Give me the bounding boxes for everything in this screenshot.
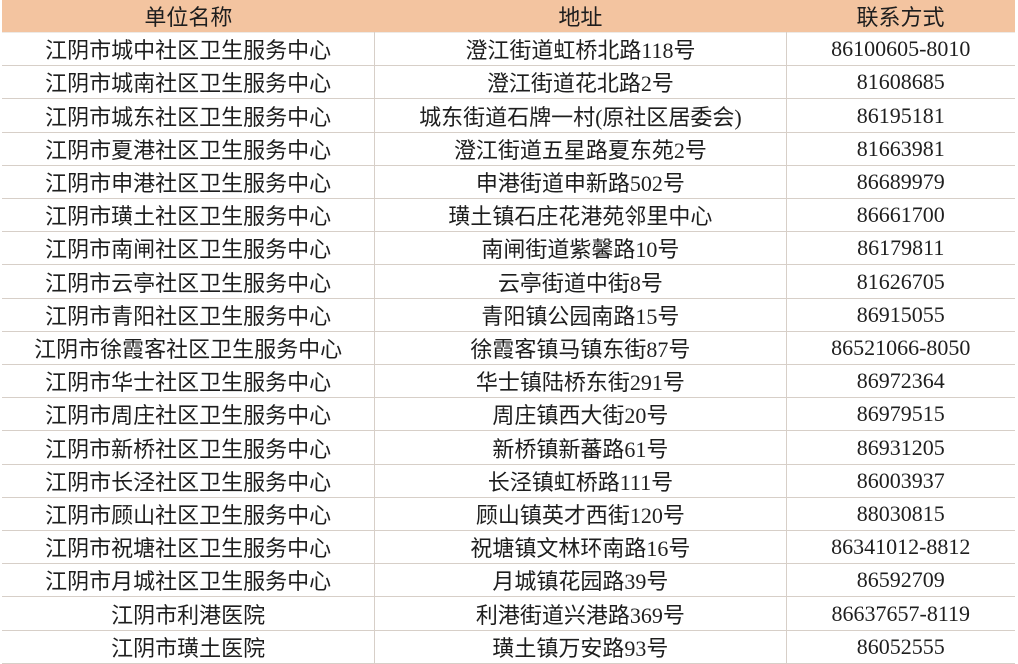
contact-cell: 86100605-8010 [786, 31, 1015, 67]
address-cell: 祝塘镇文林环南路16号 [374, 530, 787, 565]
table-row: 江阴市申港社区卫生服务中心 申港街道申新路502号 86689979 [2, 165, 1015, 200]
address-cell: 璜土镇万安路93号 [374, 630, 787, 664]
table-row: 江阴市华士社区卫生服务中心 华士镇陆桥东街291号 86972364 [2, 364, 1015, 399]
contact-cell: 86637657-8119 [786, 596, 1015, 631]
table-row: 江阴市璜土医院 璜土镇万安路93号 86052555 [2, 630, 1015, 664]
address-cell: 新桥镇新蕃路61号 [374, 430, 787, 465]
unit-name-cell: 江阴市申港社区卫生服务中心 [2, 165, 376, 200]
table-row: 江阴市月城社区卫生服务中心 月城镇花园路39号 86592709 [2, 563, 1015, 598]
table-row: 江阴市云亭社区卫生服务中心 云亭街道中街8号 81626705 [2, 264, 1015, 299]
address-cell: 徐霞客镇马镇东街87号 [374, 331, 787, 366]
address-cell: 澄江街道虹桥北路118号 [374, 31, 787, 67]
address-cell: 青阳镇公园南路15号 [374, 298, 787, 332]
unit-name-cell: 江阴市璜土医院 [2, 630, 376, 664]
unit-name-cell: 江阴市城南社区卫生服务中心 [2, 65, 376, 100]
contact-cell: 86341012-8812 [786, 530, 1015, 565]
contact-cell: 81626705 [786, 264, 1015, 299]
address-cell: 长泾镇虹桥路111号 [374, 464, 787, 498]
unit-name-cell: 江阴市顾山社区卫生服务中心 [2, 497, 376, 532]
contact-cell: 86592709 [786, 563, 1015, 598]
contact-cell: 81663981 [786, 132, 1015, 166]
unit-name-cell: 江阴市城东社区卫生服务中心 [2, 98, 376, 133]
table-row: 江阴市城中社区卫生服务中心 澄江街道虹桥北路118号 86100605-8010 [2, 31, 1015, 67]
header-row: 单位名称 地址 联系方式 [2, 0, 1015, 33]
unit-name-cell: 江阴市祝塘社区卫生服务中心 [2, 530, 376, 565]
address-cell: 利港街道兴港路369号 [374, 596, 787, 631]
contact-cell: 86003937 [786, 464, 1015, 498]
contact-cell: 86521066-8050 [786, 331, 1015, 366]
address-cell: 澄江街道花北路2号 [374, 65, 787, 100]
address-cell: 南闸街道紫馨路10号 [374, 231, 787, 266]
table-row: 江阴市徐霞客社区卫生服务中心 徐霞客镇马镇东街87号 86521066-8050 [2, 331, 1015, 366]
contact-cell: 86931205 [786, 430, 1015, 465]
unit-name-cell: 江阴市夏港社区卫生服务中心 [2, 132, 376, 166]
address-cell: 周庄镇西大街20号 [374, 397, 787, 432]
contact-cell: 86052555 [786, 630, 1015, 664]
unit-name-cell: 江阴市城中社区卫生服务中心 [2, 31, 376, 67]
table-row: 江阴市城东社区卫生服务中心 城东街道石牌一村(原社区居委会) 86195181 [2, 98, 1015, 133]
contact-cell: 86915055 [786, 298, 1015, 332]
unit-name-cell: 江阴市华士社区卫生服务中心 [2, 364, 376, 399]
address-cell: 澄江街道五星路夏东苑2号 [374, 132, 787, 166]
unit-name-cell: 江阴市南闸社区卫生服务中心 [2, 231, 376, 266]
table-row: 江阴市利港医院 利港街道兴港路369号 86637657-8119 [2, 596, 1015, 631]
address-cell: 月城镇花园路39号 [374, 563, 787, 598]
address-cell: 顾山镇英才西街120号 [374, 497, 787, 532]
address-cell: 云亭街道中街8号 [374, 264, 787, 299]
unit-name-cell: 江阴市青阳社区卫生服务中心 [2, 298, 376, 332]
unit-name-cell: 江阴市云亭社区卫生服务中心 [2, 264, 376, 299]
contact-cell: 86195181 [786, 98, 1015, 133]
address-cell: 申港街道申新路502号 [374, 165, 787, 200]
unit-name-cell: 江阴市璜土社区卫生服务中心 [2, 198, 376, 233]
table-row: 江阴市城南社区卫生服务中心 澄江街道花北路2号 81608685 [2, 65, 1015, 100]
contact-cell: 86972364 [786, 364, 1015, 399]
contact-cell: 86179811 [786, 231, 1015, 266]
table-row: 江阴市祝塘社区卫生服务中心 祝塘镇文林环南路16号 86341012-8812 [2, 530, 1015, 565]
unit-name-cell: 江阴市新桥社区卫生服务中心 [2, 430, 376, 465]
column-header-contact: 联系方式 [786, 0, 1015, 33]
unit-name-cell: 江阴市周庄社区卫生服务中心 [2, 397, 376, 432]
unit-name-cell: 江阴市徐霞客社区卫生服务中心 [2, 331, 376, 366]
table-row: 江阴市璜土社区卫生服务中心 璜土镇石庄花港苑邻里中心 86661700 [2, 198, 1015, 233]
unit-name-cell: 江阴市长泾社区卫生服务中心 [2, 464, 376, 498]
table-row: 江阴市新桥社区卫生服务中心 新桥镇新蕃路61号 86931205 [2, 430, 1015, 465]
contact-cell: 81608685 [786, 65, 1015, 100]
table-row: 江阴市南闸社区卫生服务中心 南闸街道紫馨路10号 86179811 [2, 231, 1015, 266]
table-row: 江阴市顾山社区卫生服务中心 顾山镇英才西街120号 88030815 [2, 497, 1015, 532]
table-body: 江阴市城中社区卫生服务中心 澄江街道虹桥北路118号 86100605-8010 江阴… [2, 31, 1015, 664]
table-row: 江阴市夏港社区卫生服务中心 澄江街道五星路夏东苑2号 81663981 [2, 132, 1015, 166]
contact-cell: 86661700 [786, 198, 1015, 233]
table-row: 江阴市长泾社区卫生服务中心 长泾镇虹桥路111号 86003937 [2, 464, 1015, 498]
contact-cell: 86979515 [786, 397, 1015, 432]
address-cell: 城东街道石牌一村(原社区居委会) [374, 98, 787, 133]
table-row: 江阴市周庄社区卫生服务中心 周庄镇西大街20号 86979515 [2, 397, 1015, 432]
table-row: 江阴市青阳社区卫生服务中心 青阳镇公园南路15号 86915055 [2, 298, 1015, 332]
contact-cell: 88030815 [786, 497, 1015, 532]
contact-cell: 86689979 [786, 165, 1015, 200]
column-header-unit-name: 单位名称 [2, 0, 375, 33]
address-cell: 璜土镇石庄花港苑邻里中心 [374, 198, 787, 233]
address-cell: 华士镇陆桥东街291号 [374, 364, 787, 399]
unit-name-cell: 江阴市月城社区卫生服务中心 [2, 563, 376, 598]
column-header-address: 地址 [374, 0, 787, 33]
unit-name-cell: 江阴市利港医院 [2, 596, 376, 631]
